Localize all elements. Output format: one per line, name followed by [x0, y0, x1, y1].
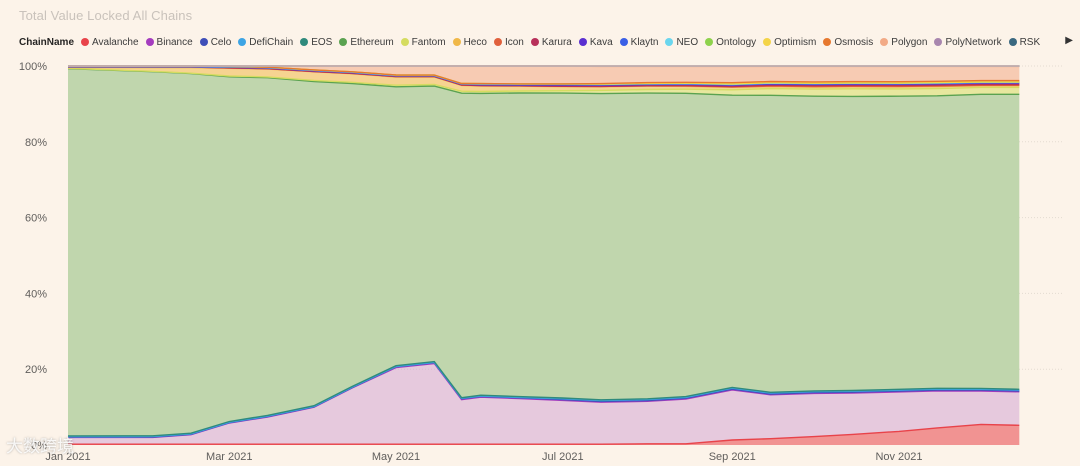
legend-label: Kava: [589, 36, 613, 48]
legend-swatch: [400, 38, 409, 46]
legend-label: Polygon: [891, 36, 928, 48]
legend-swatch: [339, 38, 348, 46]
legend-item-eos[interactable]: EOS: [300, 37, 332, 48]
chart-title: Total Value Locked All Chains: [19, 8, 193, 23]
legend-label: EOS: [311, 36, 333, 48]
legend-swatch: [452, 38, 461, 46]
legend-item-polynetwork[interactable]: PolyNetwork: [934, 36, 1002, 48]
legend-item-binance[interactable]: Binance: [145, 36, 193, 48]
legend-swatch: [300, 38, 309, 46]
legend-item-polygon[interactable]: Polygon: [880, 37, 927, 48]
legend-label: Karura: [541, 36, 572, 48]
legend-heading: ChainName: [19, 36, 75, 48]
line-defichain: [67, 361, 1020, 438]
legend-swatch: [493, 38, 502, 46]
legend-item-heco[interactable]: Heco: [452, 36, 487, 48]
chart-legend: ChainName Avalanche Binance Celo DefiChain E…: [19, 35, 1047, 49]
area-polygon: [68, 66, 1020, 84]
legend-item-avalanche[interactable]: Avalanche: [81, 37, 139, 48]
x-tick-label: Mar 2021: [206, 451, 252, 463]
legend-swatch: [81, 38, 90, 46]
legend-label: Fantom: [411, 36, 446, 48]
area-ethereum: [68, 68, 1020, 436]
legend-item-defichain[interactable]: DefiChain: [238, 37, 293, 48]
line-eos: [67, 360, 1020, 437]
y-tick-label: 20%: [25, 364, 47, 376]
legend-label: Ethereum: [350, 36, 394, 48]
legend-item-klaytn[interactable]: Klaytn: [619, 36, 659, 48]
legend-swatch: [145, 38, 154, 46]
legend-item-fantom[interactable]: Fantom: [400, 36, 446, 48]
area-avalanche: [68, 424, 1020, 445]
line-osmosis: [68, 65, 1020, 85]
legend-swatch: [238, 38, 247, 46]
legend-item-celo[interactable]: Celo: [199, 36, 232, 48]
line-fantom: [67, 67, 1020, 93]
watermark-logo: 大数跨境: [6, 437, 74, 457]
legend-label: Celo: [210, 36, 232, 48]
legend-item-ontology[interactable]: Ontology: [705, 37, 756, 48]
area-heco: [68, 67, 1020, 92]
y-tick-label: 40%: [25, 288, 47, 300]
legend-item-optimism[interactable]: Optimism: [763, 37, 816, 48]
legend-item-karura[interactable]: Karura: [530, 36, 572, 48]
legend-label: Ontology: [716, 36, 757, 48]
legend-item-icon[interactable]: Icon: [493, 36, 524, 48]
legend-item-ethereum[interactable]: Ethereum: [339, 36, 394, 48]
line-karura: [68, 66, 1020, 88]
legend-swatch: [199, 38, 208, 46]
legend-item-neo[interactable]: NEO: [665, 37, 698, 48]
line-avalanche: [68, 423, 1020, 445]
legend-label: Optimism: [774, 36, 817, 48]
legend-label: Osmosis: [834, 36, 874, 48]
legend-label: Binance: [156, 36, 193, 48]
y-tick-label: 0%: [31, 440, 47, 452]
legend-swatch: [763, 38, 772, 46]
legend-swatch: [823, 38, 832, 46]
legend-label: Klaytn: [630, 36, 659, 48]
legend-swatch: [934, 38, 943, 46]
x-tick-label: Sep 2021: [709, 451, 756, 463]
x-tick-label: Jul 2021: [542, 451, 584, 463]
legend-swatch: [530, 38, 539, 46]
x-tick-label: Nov 2021: [875, 451, 922, 463]
x-tick-label: May 2021: [372, 451, 420, 463]
legend-swatch: [1008, 38, 1017, 46]
legend-swatch: [578, 38, 587, 46]
legend-label: DefiChain: [249, 36, 294, 48]
legend-label: PolyNetwork: [945, 36, 1002, 48]
legend-item-kava[interactable]: Kava: [578, 36, 613, 48]
legend-label: Icon: [504, 36, 524, 48]
legend-swatch: [880, 38, 889, 46]
legend-item-osmosis[interactable]: Osmosis: [823, 37, 873, 48]
legend-scroll-right-icon[interactable]: ▶: [1065, 35, 1073, 46]
legend-label: Heco: [463, 36, 487, 48]
legend-swatch: [665, 38, 674, 46]
line-ethereum: [67, 68, 1020, 98]
legend-item-rsk[interactable]: RSK: [1008, 36, 1041, 48]
x-tick-label: Jan 2021: [45, 451, 90, 463]
area-binance: [68, 363, 1020, 445]
legend-swatch: [619, 38, 628, 46]
legend-label: RSK: [1019, 36, 1041, 48]
legend-swatch: [705, 38, 714, 46]
y-tick-label: 80%: [25, 137, 47, 149]
legend-label: Avalanche: [92, 36, 139, 48]
legend-label: NEO: [676, 36, 699, 48]
y-tick-label: 100%: [19, 61, 47, 73]
y-tick-label: 60%: [25, 213, 47, 225]
